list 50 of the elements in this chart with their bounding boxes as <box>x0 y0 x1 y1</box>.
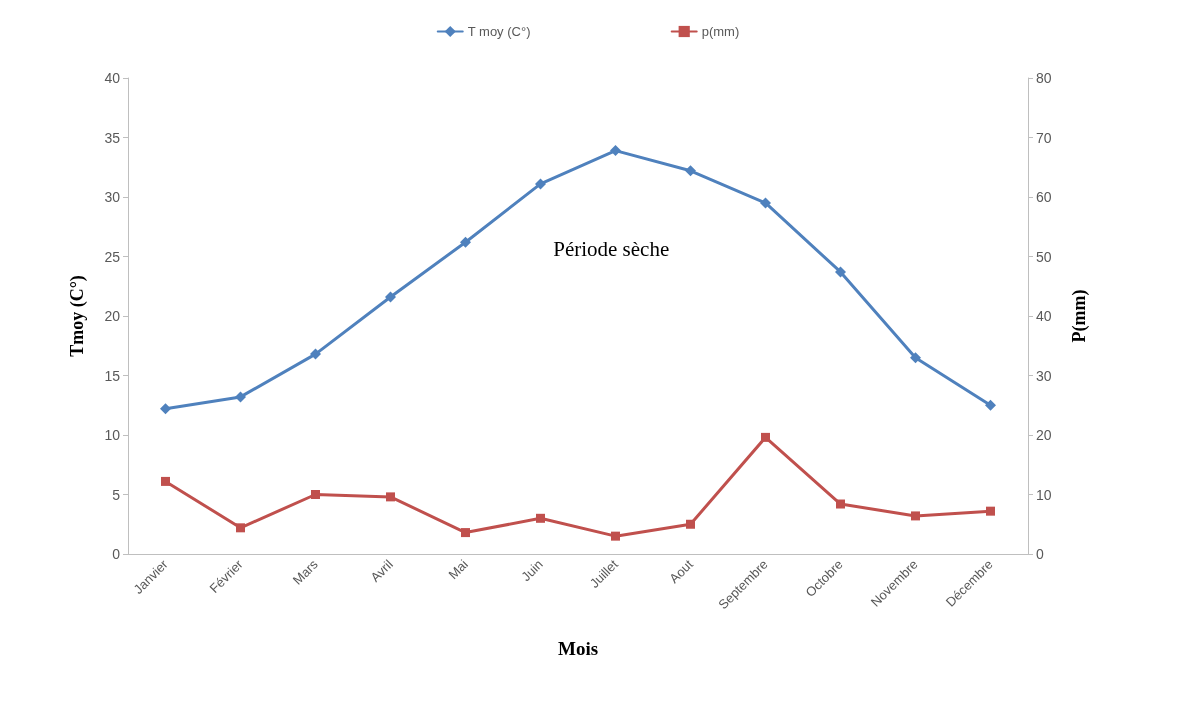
x-tick-label: Juin <box>518 556 546 585</box>
point <box>986 506 995 516</box>
point <box>160 403 171 415</box>
point <box>311 490 320 499</box>
y-axis-title: Tmoy (C°) <box>67 275 88 357</box>
point <box>460 236 471 248</box>
y-tick-label: 15 <box>104 367 121 384</box>
y2-tick-label: 80 <box>1036 70 1052 86</box>
y2-tick-label: 30 <box>1036 367 1052 384</box>
y-tick-label: 10 <box>104 427 121 443</box>
y-tick-label: 40 <box>104 70 121 86</box>
y2-tick-label: 40 <box>1036 308 1052 324</box>
y2-tick-label: 50 <box>1036 248 1052 265</box>
y-tick-label: 25 <box>104 248 121 265</box>
point <box>685 165 696 177</box>
point <box>385 291 396 303</box>
point <box>310 348 321 360</box>
point <box>761 432 770 442</box>
point <box>760 197 771 209</box>
x-tick-label: Mai <box>445 556 471 583</box>
y-tick-label: 30 <box>104 189 121 205</box>
point <box>461 528 470 538</box>
y2-tick-label: 70 <box>1036 129 1052 146</box>
y2-tick-label: 60 <box>1036 189 1052 205</box>
y-tick-label: 35 <box>104 129 121 146</box>
point <box>386 492 395 502</box>
x-axis-title: Mois <box>557 638 599 659</box>
point <box>610 145 621 157</box>
y2-tick-label: 20 <box>1036 427 1052 443</box>
point <box>611 531 620 541</box>
y-tick-label: 0 <box>112 546 121 562</box>
point <box>236 523 245 533</box>
annotation: Période sèche <box>553 236 670 261</box>
y2-tick-label: 10 <box>1036 486 1052 503</box>
point <box>686 519 695 529</box>
y-tick-label: 20 <box>104 308 121 324</box>
point <box>835 266 846 278</box>
y2-axis-title: P(mm) <box>1069 289 1090 343</box>
legend-label: p(mm) <box>701 24 740 39</box>
point <box>235 391 246 403</box>
legend-label: T moy (C°) <box>467 24 531 39</box>
point <box>985 399 996 411</box>
point <box>161 476 170 486</box>
point <box>910 352 921 364</box>
point <box>536 513 545 523</box>
point <box>535 178 546 190</box>
point <box>836 499 845 509</box>
y2-tick-label: 0 <box>1036 546 1044 562</box>
y-tick-label: 5 <box>112 486 121 503</box>
point <box>911 511 920 521</box>
